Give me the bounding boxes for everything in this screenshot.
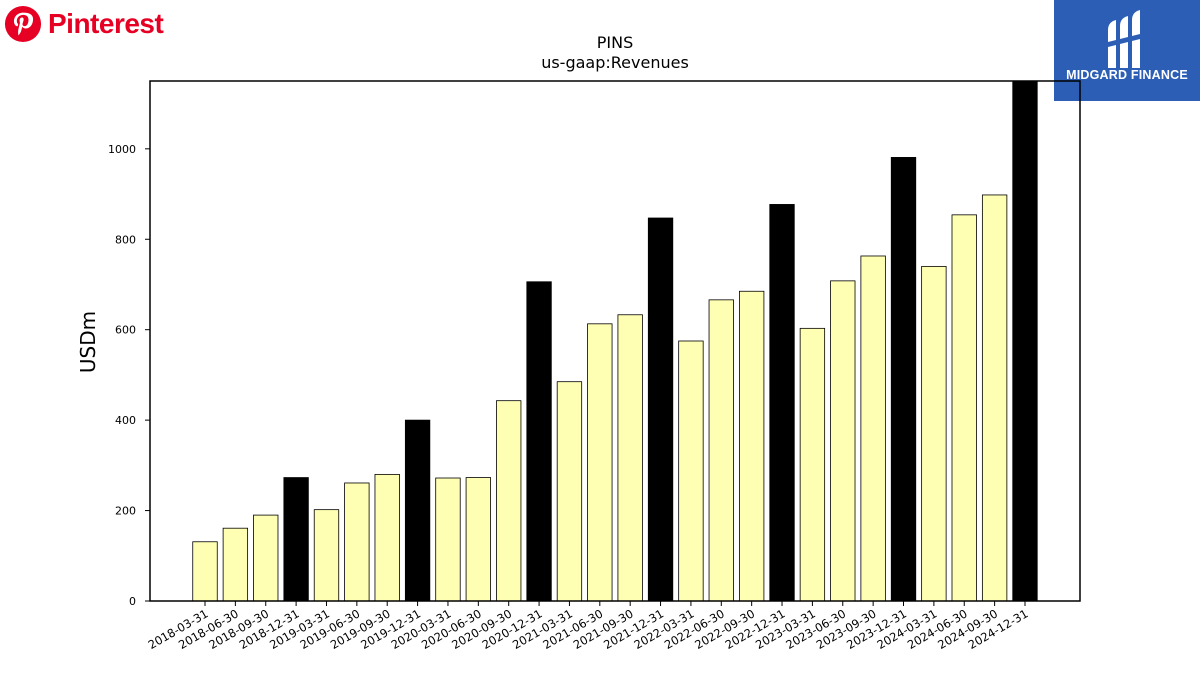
bar-group xyxy=(192,80,1038,602)
pinterest-wordmark: Pinterest xyxy=(48,8,164,39)
midgard-emblem-icon xyxy=(1108,10,1140,68)
bar-2019-03-31 xyxy=(313,509,340,602)
y-tick-label: 0 xyxy=(129,595,136,608)
bar-2018-06-30 xyxy=(222,527,249,602)
chart-title: PINS xyxy=(597,33,634,52)
bar-2019-06-30 xyxy=(344,482,370,602)
bar-2020-09-30 xyxy=(496,400,522,602)
bar-2023-12-31 xyxy=(890,157,917,602)
x-axis: 2018-03-312018-06-302018-09-302018-12-31… xyxy=(146,601,1030,652)
bar-2021-09-30 xyxy=(617,314,643,602)
y-tick-label: 600 xyxy=(115,324,136,337)
y-tick-label: 800 xyxy=(115,233,136,246)
bar-2018-09-30 xyxy=(253,514,279,602)
bar-2021-06-30 xyxy=(587,323,613,602)
chart-subtitle: us-gaap:Revenues xyxy=(541,53,689,72)
bar-2020-03-31 xyxy=(435,477,461,602)
bar-2022-09-30 xyxy=(739,290,765,602)
y-axis-label: USDm xyxy=(76,311,100,373)
bar-2018-03-31 xyxy=(192,541,218,602)
plot-frame xyxy=(149,80,1081,602)
bar-2024-03-31 xyxy=(921,265,947,602)
bar-2022-12-31 xyxy=(769,204,795,602)
bar-2019-09-30 xyxy=(374,473,400,602)
y-tick-label: 1000 xyxy=(108,143,136,156)
bar-2024-06-30 xyxy=(951,214,977,602)
bar-2020-12-31 xyxy=(526,281,552,602)
y-tick-label: 400 xyxy=(115,414,136,427)
bar-2023-09-30 xyxy=(860,255,886,602)
bar-2021-12-31 xyxy=(647,217,674,602)
bar-2021-03-31 xyxy=(556,381,583,602)
y-axis: 0 200 400 600 800 1000 xyxy=(108,143,150,608)
bar-2019-12-31 xyxy=(404,419,431,602)
bar-2023-06-30 xyxy=(830,280,856,602)
bar-2018-12-31 xyxy=(283,477,309,602)
midgard-finance-wordmark: MIDGARD FINANCE xyxy=(1066,68,1188,82)
midgard-finance-logo: MIDGARD FINANCE xyxy=(1054,0,1200,101)
bar-2024-09-30 xyxy=(981,194,1008,602)
bar-2023-03-31 xyxy=(799,327,826,602)
y-tick-label: 200 xyxy=(115,505,136,518)
bar-2022-06-30 xyxy=(708,299,734,602)
pinterest-pin-icon xyxy=(4,5,42,43)
bar-2024-12-31 xyxy=(1012,80,1038,602)
bar-2020-06-30 xyxy=(465,477,491,602)
bar-2022-03-31 xyxy=(678,340,704,602)
pinterest-logo: Pinterest xyxy=(4,4,164,44)
